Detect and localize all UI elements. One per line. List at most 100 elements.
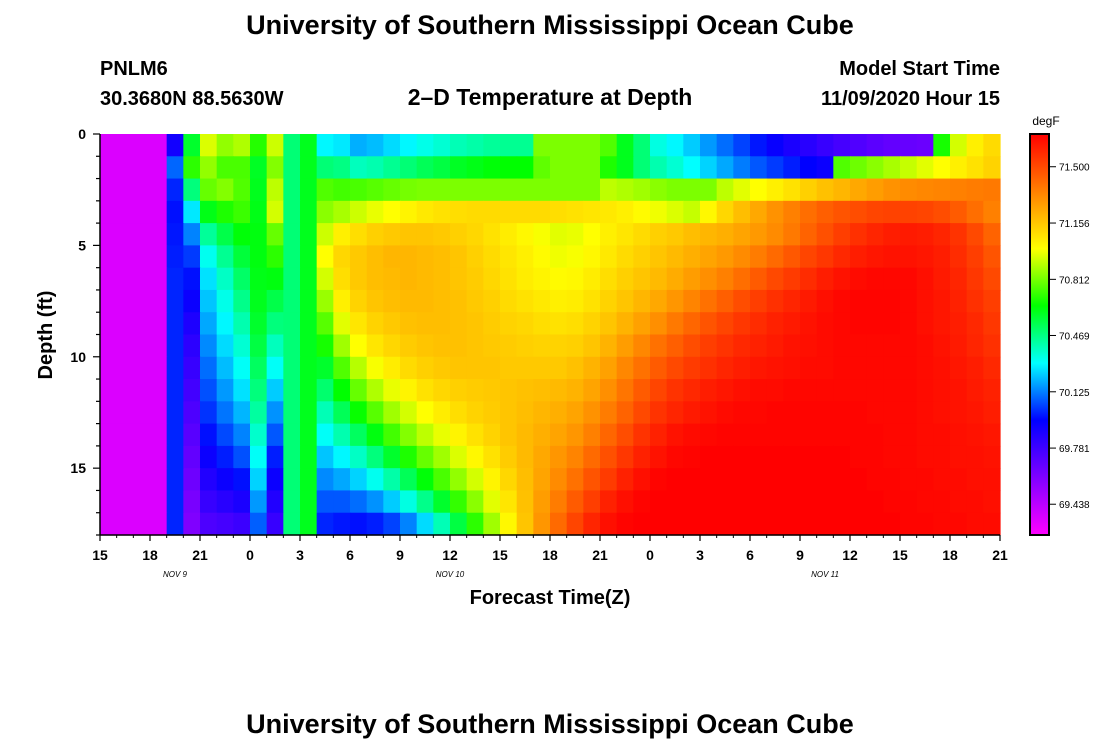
heatmap-cell (133, 178, 151, 202)
heatmap-cell (450, 267, 468, 291)
heatmap-cell (750, 289, 768, 313)
heatmap-cell (533, 178, 551, 202)
heatmap-cell (583, 200, 601, 224)
heatmap-cell (216, 468, 234, 492)
heatmap-cell (700, 445, 718, 469)
heatmap-cell (283, 512, 301, 536)
heatmap-cell (516, 468, 534, 492)
heatmap-cell (533, 334, 551, 358)
heatmap-cell (233, 156, 251, 180)
heatmap-cell (750, 401, 768, 425)
heatmap-cell (616, 334, 634, 358)
heatmap-cell (633, 423, 651, 447)
heatmap-cell (566, 468, 584, 492)
heatmap-cell (883, 468, 901, 492)
heatmap-cell (900, 200, 918, 224)
heatmap-cell (483, 156, 501, 180)
heatmap-cell (350, 490, 368, 514)
heatmap-cell (883, 512, 901, 536)
heatmap-cell (883, 289, 901, 313)
date-label: NOV 10 (436, 570, 465, 579)
heatmap-cell (550, 379, 568, 402)
heatmap-cell (866, 312, 884, 336)
heatmap-cell (383, 289, 401, 313)
heatmap-cell (616, 156, 634, 180)
x-tick-label: 6 (346, 547, 354, 563)
heatmap-cell (916, 423, 934, 447)
heatmap-cell (216, 156, 234, 180)
heatmap-cell (916, 401, 934, 425)
heatmap-cell (233, 200, 251, 224)
heatmap-cell (566, 356, 584, 380)
heatmap-cell (966, 468, 984, 492)
heatmap-cell (383, 423, 401, 447)
heatmap-cell (500, 267, 518, 291)
heatmap-cell (483, 401, 501, 425)
heatmap-cell (566, 312, 584, 336)
heatmap-cell (400, 512, 418, 536)
heatmap-cell (666, 223, 684, 246)
heatmap-cell (966, 289, 984, 313)
heatmap-cell (266, 156, 284, 180)
heatmap-cell (833, 200, 851, 224)
heatmap-cell (283, 379, 301, 402)
heatmap-cell (583, 379, 601, 402)
heatmap-cell (300, 289, 318, 313)
heatmap-cell (950, 267, 968, 291)
heatmap-cell (950, 401, 968, 425)
heatmap-cell (450, 512, 468, 536)
x-tick-label: 18 (142, 547, 158, 563)
heatmap-cell (550, 134, 568, 157)
heatmap-cell (966, 178, 984, 202)
heatmap-cell (833, 379, 851, 402)
heatmap-cell (833, 289, 851, 313)
heatmap-cell (583, 178, 601, 202)
heatmap-cell (883, 134, 901, 157)
heatmap-cell (966, 490, 984, 514)
heatmap-cell (850, 356, 868, 380)
heatmap-cell (283, 134, 301, 157)
heatmap-cell (350, 223, 368, 246)
heatmap-cell (566, 134, 584, 157)
heatmap-cell (450, 289, 468, 313)
heatmap-cell (366, 245, 384, 269)
heatmap-cell (166, 156, 184, 180)
heatmap-cell (416, 423, 434, 447)
heatmap-cell (200, 245, 218, 269)
heatmap-cell (983, 423, 1001, 447)
heatmap-cell (850, 245, 868, 269)
heatmap-cell (216, 445, 234, 469)
heatmap-cell (933, 334, 951, 358)
heatmap-cell (483, 267, 501, 291)
heatmap-cell (966, 334, 984, 358)
heatmap-cell (766, 178, 784, 202)
heatmap-cell (666, 379, 684, 402)
heatmap-cell (983, 512, 1001, 536)
heatmap-cell (483, 200, 501, 224)
heatmap-cell (516, 289, 534, 313)
heatmap-cell (566, 178, 584, 202)
heatmap-cell (266, 289, 284, 313)
heatmap-cell (400, 312, 418, 336)
heatmap-cell (783, 312, 801, 336)
heatmap-cell (633, 312, 651, 336)
heatmap-cell (483, 178, 501, 202)
heatmap-cell (350, 312, 368, 336)
heatmap-cell (700, 134, 718, 157)
heatmap-cell (916, 223, 934, 246)
heatmap-cell (733, 334, 751, 358)
heatmap-cell (916, 312, 934, 336)
heatmap-cell (250, 468, 268, 492)
heatmap-cell (216, 401, 234, 425)
heatmap-cell (183, 245, 201, 269)
heatmap-cell (950, 289, 968, 313)
heatmap-cell (400, 178, 418, 202)
heatmap-cell (833, 512, 851, 536)
heatmap-cell (750, 468, 768, 492)
heatmap-cell (750, 356, 768, 380)
heatmap-cell (950, 200, 968, 224)
heatmap-cell (350, 468, 368, 492)
heatmap-cell (233, 223, 251, 246)
heatmap-cell (950, 178, 968, 202)
heatmap-cell (966, 267, 984, 291)
